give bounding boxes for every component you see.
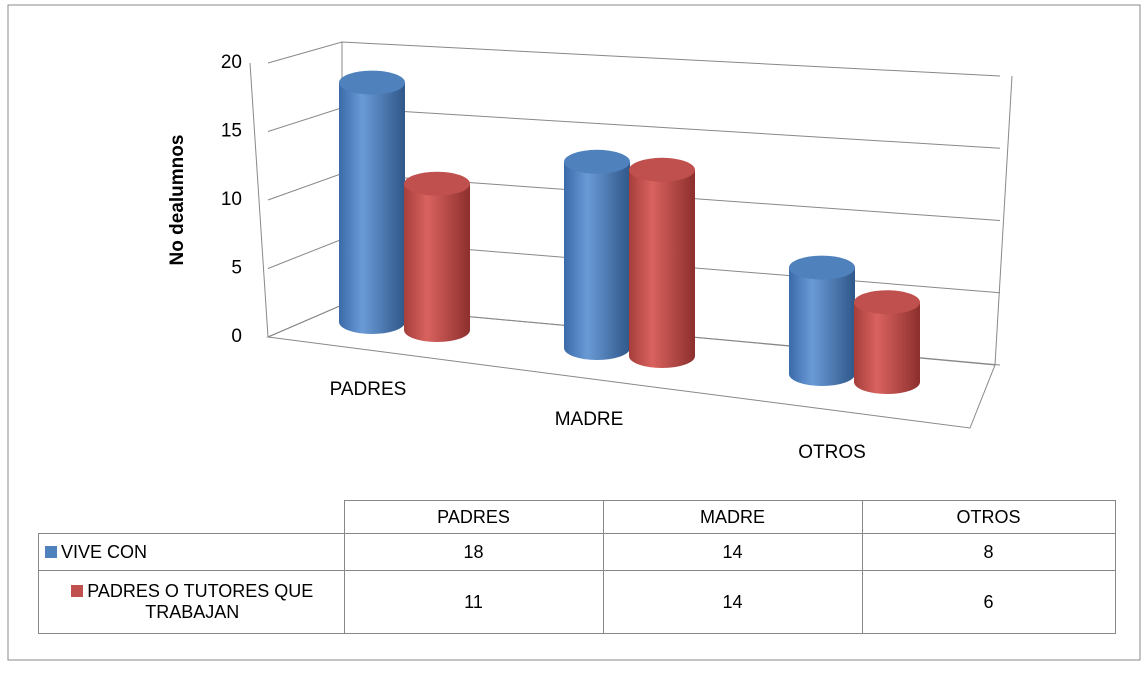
legend-label: PADRES O TUTORES QUE TRABAJAN — [87, 581, 314, 622]
table-row: VIVE CON 18 14 8 — [38, 533, 1116, 571]
table-value: 6 — [861, 570, 1116, 634]
cylinder-top — [404, 171, 470, 196]
col-head: OTROS — [861, 500, 1116, 534]
legend-swatch — [45, 545, 57, 558]
legend-label: VIVE CON — [61, 541, 148, 562]
cylinder-top — [629, 157, 695, 182]
chart-frame — [7, 4, 1141, 661]
cylinder-top — [339, 70, 405, 95]
cylinder-body — [854, 302, 920, 394]
x-tick-label: PADRES — [330, 379, 407, 400]
y-tick-label: 15 — [221, 121, 242, 142]
x-tick-label: MADRE — [555, 409, 624, 430]
legend-cell: PADRES O TUTORES QUE TRABAJAN — [38, 570, 345, 634]
col-head: PADRES — [343, 500, 604, 534]
bars — [339, 70, 920, 394]
axis-line — [249, 62, 269, 338]
table-value: 8 — [861, 533, 1116, 571]
data-table: PADRES MADRE OTROS VIVE CON 18 14 8 PADRES O… — [38, 500, 1116, 634]
y-tick-label: 5 — [231, 258, 242, 279]
axis-line — [994, 75, 1013, 366]
cylinder-body — [629, 169, 695, 368]
y-axis-title: No dealumnos — [167, 135, 188, 266]
table-value: 18 — [343, 533, 604, 571]
cylinder-body — [564, 161, 630, 360]
x-tick-label: OTROS — [798, 442, 866, 463]
corner — [38, 500, 345, 534]
y-tick-label: 20 — [221, 52, 242, 73]
y-tick-label: 10 — [221, 189, 242, 210]
cylinder-top — [789, 255, 855, 280]
cylinder-body — [789, 267, 855, 386]
cylinder-body — [404, 183, 470, 342]
table-value: 14 — [602, 570, 863, 634]
table-row: PADRES O TUTORES QUE TRABAJAN 11 14 6 — [38, 570, 1116, 634]
cylinder-top — [564, 149, 630, 174]
cylinder-top — [854, 290, 920, 315]
col-head: MADRE — [602, 500, 863, 534]
legend-cell: VIVE CON — [38, 533, 345, 571]
table-value: 14 — [602, 533, 863, 571]
table-value: 11 — [343, 570, 604, 634]
y-tick-label: 0 — [231, 326, 242, 347]
cylinder-body — [339, 82, 405, 334]
legend-swatch — [71, 585, 84, 597]
